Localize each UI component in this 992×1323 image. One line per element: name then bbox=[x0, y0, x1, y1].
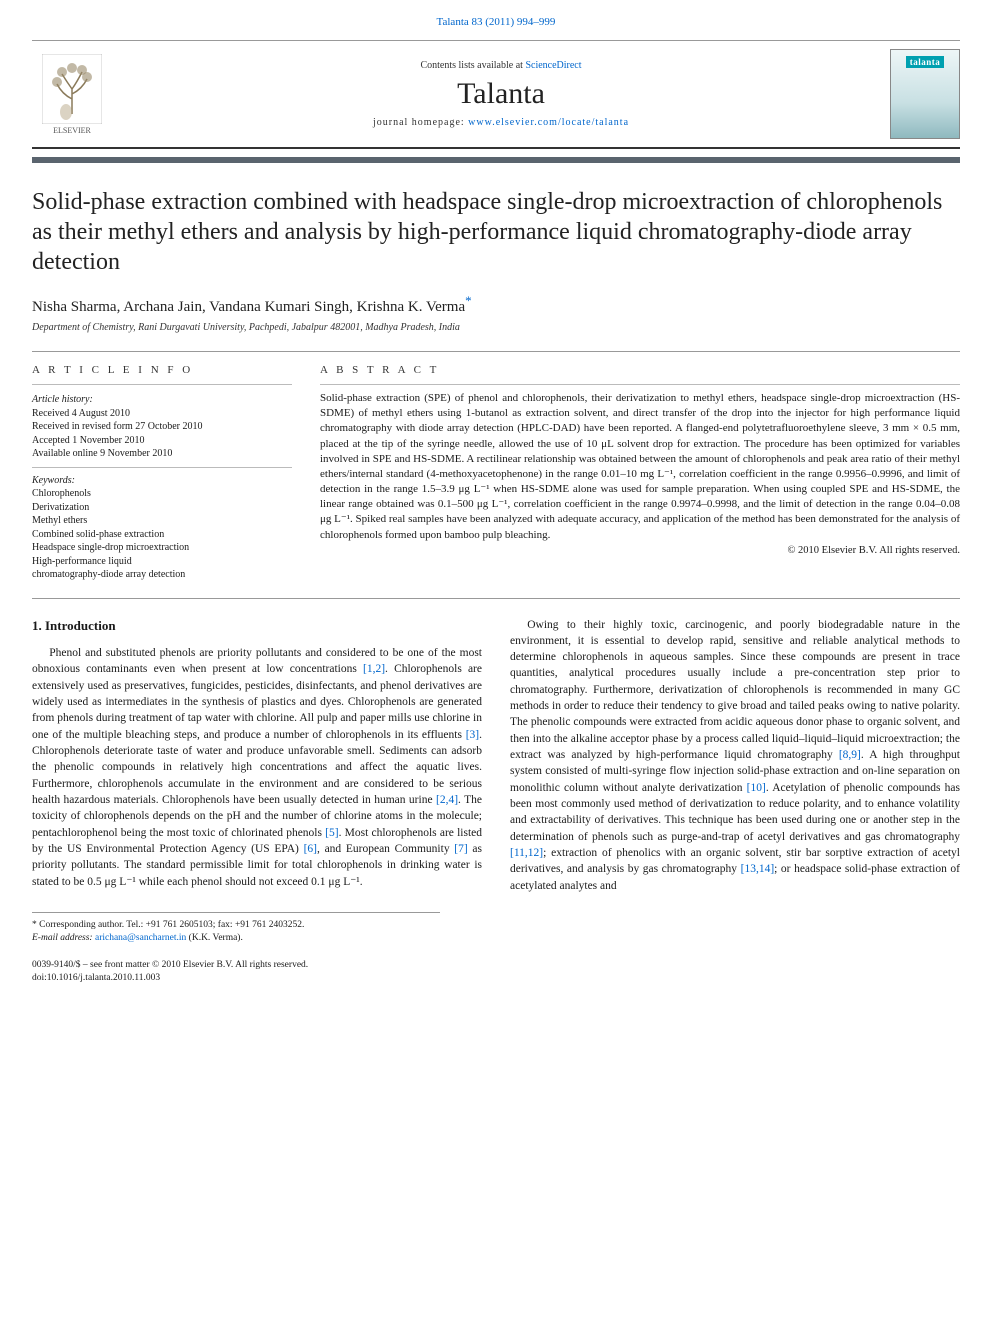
keyword: Derivatization bbox=[32, 501, 292, 515]
history-accepted: Accepted 1 November 2010 bbox=[32, 434, 292, 448]
citation-link[interactable]: [2,4] bbox=[436, 794, 458, 806]
keyword: chromatography-diode array detection bbox=[32, 568, 292, 582]
info-abstract-row: A R T I C L E I N F O Article history: R… bbox=[32, 364, 960, 582]
journal-header: ELSEVIER Contents lists available at Sci… bbox=[32, 40, 960, 149]
citation-link[interactable]: [7] bbox=[454, 843, 467, 855]
info-rule-2 bbox=[32, 467, 292, 468]
keywords-label: Keywords: bbox=[32, 474, 292, 488]
front-matter-line: 0039-9140/$ – see front matter © 2010 El… bbox=[32, 959, 960, 972]
abstract-bottom-rule bbox=[32, 598, 960, 599]
history-received: Received 4 August 2010 bbox=[32, 407, 292, 421]
corresponding-star-icon: * bbox=[465, 293, 472, 308]
abstract-column: A B S T R A C T Solid-phase extraction (… bbox=[320, 364, 960, 582]
journal-name: Talanta bbox=[112, 77, 890, 111]
citation-link[interactable]: [5] bbox=[325, 827, 338, 839]
email-line: E-mail address: arichana@sancharnet.in (… bbox=[32, 932, 440, 945]
keyword: High-performance liquid bbox=[32, 555, 292, 569]
history-online: Available online 9 November 2010 bbox=[32, 447, 292, 461]
body-two-columns: 1. Introduction Phenol and substituted p… bbox=[32, 617, 960, 895]
journal-reference: Talanta 83 (2011) 994–999 bbox=[32, 16, 960, 28]
footnotes: * Corresponding author. Tel.: +91 761 26… bbox=[32, 912, 440, 945]
body-text: Owing to their highly toxic, carcinogeni… bbox=[510, 619, 960, 762]
elsevier-tree-icon bbox=[42, 54, 102, 124]
abstract-rule bbox=[320, 384, 960, 385]
header-divider bbox=[32, 157, 960, 163]
info-rule-1 bbox=[32, 384, 292, 385]
homepage-link[interactable]: www.elsevier.com/locate/talanta bbox=[468, 117, 629, 128]
contents-line: Contents lists available at ScienceDirec… bbox=[112, 60, 890, 71]
corresponding-author-note: * Corresponding author. Tel.: +91 761 26… bbox=[32, 919, 440, 932]
publisher-name: ELSEVIER bbox=[53, 126, 91, 135]
citation-link[interactable]: [6] bbox=[304, 843, 317, 855]
affiliation: Department of Chemistry, Rani Durgavati … bbox=[32, 322, 960, 333]
homepage-prefix: journal homepage: bbox=[373, 117, 468, 128]
citation-link[interactable]: [13,14] bbox=[741, 863, 775, 875]
body-paragraph-1: Phenol and substituted phenols are prior… bbox=[32, 645, 482, 890]
article-info-column: A R T I C L E I N F O Article history: R… bbox=[32, 364, 292, 582]
keyword: Chlorophenols bbox=[32, 487, 292, 501]
publisher-logo: ELSEVIER bbox=[32, 49, 112, 139]
doi-line: doi:10.1016/j.talanta.2010.11.003 bbox=[32, 972, 960, 985]
citation-link[interactable]: [1,2] bbox=[363, 663, 385, 675]
homepage-line: journal homepage: www.elsevier.com/locat… bbox=[112, 117, 890, 128]
citation-link[interactable]: [3] bbox=[466, 729, 479, 741]
contents-prefix: Contents lists available at bbox=[420, 60, 525, 71]
sciencedirect-link[interactable]: ScienceDirect bbox=[525, 60, 581, 71]
cover-label: talanta bbox=[906, 56, 945, 68]
article-info-heading: A R T I C L E I N F O bbox=[32, 364, 292, 376]
publication-metadata: 0039-9140/$ – see front matter © 2010 El… bbox=[32, 959, 960, 985]
citation-link[interactable]: [8,9] bbox=[839, 749, 861, 761]
title-rule bbox=[32, 351, 960, 352]
body-text: , and European Community bbox=[317, 843, 454, 855]
abstract-heading: A B S T R A C T bbox=[320, 364, 960, 376]
citation-link[interactable]: [10] bbox=[747, 782, 766, 794]
email-label: E-mail address: bbox=[32, 933, 95, 943]
body-paragraph-2: Owing to their highly toxic, carcinogeni… bbox=[510, 617, 960, 895]
abstract-text: Solid-phase extraction (SPE) of phenol a… bbox=[320, 391, 960, 543]
history-revised: Received in revised form 27 October 2010 bbox=[32, 420, 292, 434]
keyword: Methyl ethers bbox=[32, 514, 292, 528]
introduction-heading: 1. Introduction bbox=[32, 617, 482, 635]
article-title: Solid-phase extraction combined with hea… bbox=[32, 187, 960, 277]
history-label: Article history: bbox=[32, 393, 292, 407]
authors-names: Nisha Sharma, Archana Jain, Vandana Kuma… bbox=[32, 299, 465, 315]
header-center: Contents lists available at ScienceDirec… bbox=[112, 60, 890, 128]
copyright-line: © 2010 Elsevier B.V. All rights reserved… bbox=[320, 545, 960, 556]
keyword: Headspace single-drop microextraction bbox=[32, 541, 292, 555]
citation-link[interactable]: [11,12] bbox=[510, 847, 543, 859]
keyword: Combined solid-phase extraction bbox=[32, 528, 292, 542]
email-link[interactable]: arichana@sancharnet.in bbox=[95, 933, 186, 943]
email-name: (K.K. Verma). bbox=[186, 933, 243, 943]
authors-line: Nisha Sharma, Archana Jain, Vandana Kuma… bbox=[32, 293, 960, 316]
journal-cover-thumbnail: talanta bbox=[890, 49, 960, 139]
